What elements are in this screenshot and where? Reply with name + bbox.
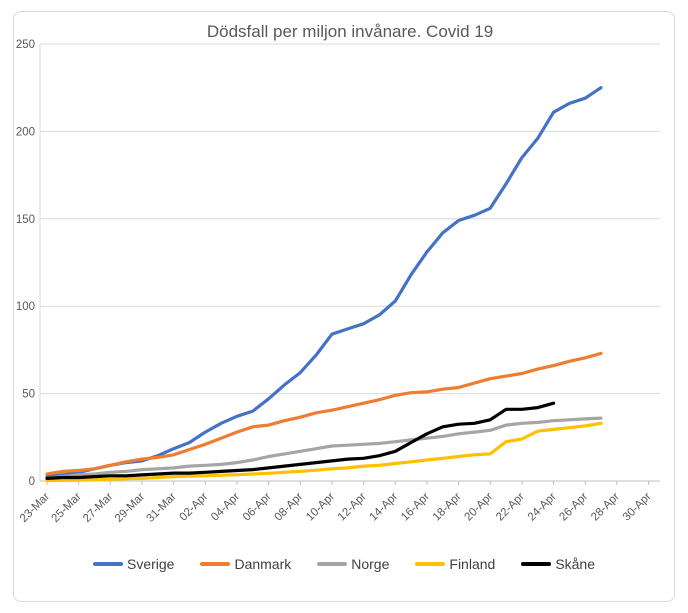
series-line-norge	[45, 416, 603, 480]
legend-label: Sverige	[126, 556, 175, 572]
x-axis-label-06-Apr: 06-Apr	[241, 491, 274, 524]
legend-label: Skåne	[555, 556, 596, 572]
chart-legend: Sverige Danmark Norge Finland Skåne	[0, 556, 688, 572]
y-axis-label-250: 250	[16, 39, 35, 51]
x-axis-label-10-Apr: 10-Apr	[304, 491, 337, 524]
x-axis-ticks	[46, 481, 650, 485]
x-axis-label-20-Apr: 20-Apr	[462, 491, 495, 524]
legend-swatch-norge	[317, 562, 348, 566]
x-axis-label-30-Apr: 30-Apr	[621, 491, 654, 524]
legend-swatch-skåne	[521, 562, 552, 566]
legend-item-norge: Norge	[317, 556, 389, 572]
x-axis-label-27-Mar: 27-Mar	[81, 491, 115, 525]
y-axis-label-50: 50	[22, 389, 35, 401]
x-axis-label-02-Apr: 02-Apr	[178, 491, 211, 524]
series-line-danmark	[45, 351, 603, 476]
x-axis-label-22-Apr: 22-Apr	[494, 491, 527, 524]
legend-swatch-danmark	[200, 562, 231, 566]
x-axis-label-18-Apr: 18-Apr	[431, 491, 464, 524]
x-axis-labels: 23-Mar25-Mar27-Mar29-Mar31-Mar02-Apr04-A…	[18, 491, 654, 525]
series-line-skåne	[45, 401, 556, 480]
gridlines	[40, 43, 660, 395]
x-axis-label-12-Apr: 12-Apr	[336, 491, 369, 524]
legend-label: Norge	[351, 556, 390, 572]
chart-title: Dödsfall per miljon invånare. Covid 19	[206, 22, 494, 41]
legend-swatch-sverige	[92, 562, 123, 566]
legend-item-danmark: Danmark	[200, 556, 291, 572]
y-axis-label-0: 0	[29, 476, 35, 488]
legend-label: Danmark	[234, 556, 292, 572]
legend-item-skåne: Skåne	[521, 556, 595, 572]
legend-item-finland: Finland	[415, 556, 495, 572]
x-axis-label-29-Mar: 29-Mar	[113, 491, 147, 525]
y-axis-labels: 0 50 100 150 200 250	[16, 39, 35, 488]
x-axis-label-31-Mar: 31-Mar	[145, 491, 179, 525]
x-axis-label-04-Apr: 04-Apr	[209, 491, 242, 524]
y-axis-label-150: 150	[16, 214, 35, 226]
legend-item-sverige: Sverige	[92, 556, 175, 572]
x-axis-label-26-Apr: 26-Apr	[557, 491, 590, 524]
y-axis-label-200: 200	[16, 126, 35, 138]
y-axis-label-100: 100	[16, 301, 35, 313]
x-axis-label-25-Mar: 25-Mar	[50, 491, 84, 525]
series-line-sverige	[45, 86, 603, 479]
series-line-finland	[45, 421, 603, 483]
x-axis-label-16-Apr: 16-Apr	[399, 491, 432, 524]
x-axis-label-23-Mar: 23-Mar	[18, 491, 52, 525]
legend-label: Finland	[449, 556, 496, 572]
x-axis-label-28-Apr: 28-Apr	[589, 491, 622, 524]
legend-swatch-finland	[415, 562, 446, 566]
x-axis-label-08-Apr: 08-Apr	[272, 491, 305, 524]
x-axis-label-14-Apr: 14-Apr	[367, 491, 400, 524]
x-axis-label-24-Apr: 24-Apr	[526, 491, 559, 524]
